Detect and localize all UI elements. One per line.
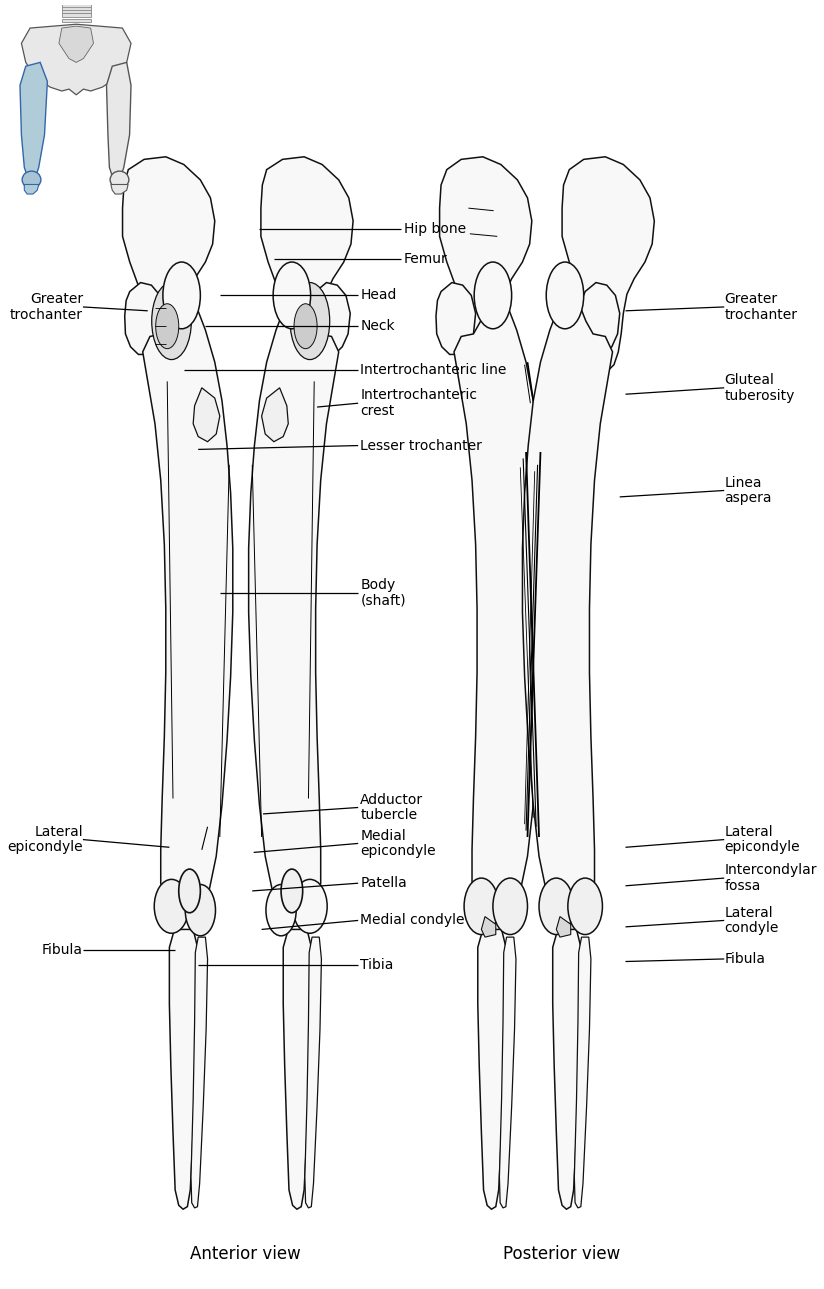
Ellipse shape xyxy=(493,878,527,935)
Polygon shape xyxy=(499,937,516,1208)
Polygon shape xyxy=(454,295,544,920)
Polygon shape xyxy=(556,916,571,937)
Polygon shape xyxy=(562,157,654,371)
Ellipse shape xyxy=(266,884,296,936)
Polygon shape xyxy=(21,24,131,95)
Polygon shape xyxy=(261,388,288,442)
Polygon shape xyxy=(478,929,507,1209)
Ellipse shape xyxy=(293,879,327,933)
Text: Fibula: Fibula xyxy=(724,953,765,965)
Polygon shape xyxy=(553,929,582,1209)
Ellipse shape xyxy=(281,869,302,913)
Text: Femur: Femur xyxy=(404,253,447,267)
Ellipse shape xyxy=(156,304,179,348)
Text: Intertrochanteric
crest: Intertrochanteric crest xyxy=(360,388,477,418)
Text: Intertrochanteric line: Intertrochanteric line xyxy=(360,362,507,376)
Ellipse shape xyxy=(179,869,200,913)
Polygon shape xyxy=(249,295,339,920)
Text: Body
(shaft): Body (shaft) xyxy=(360,579,406,608)
Text: Lateral
epicondyle: Lateral epicondyle xyxy=(7,825,83,855)
Text: Head: Head xyxy=(360,289,396,303)
Bar xyxy=(62,13,91,17)
Ellipse shape xyxy=(185,884,216,936)
Text: Greater
trochanter: Greater trochanter xyxy=(10,293,83,322)
Text: Hip bone: Hip bone xyxy=(404,222,466,236)
Polygon shape xyxy=(20,62,47,180)
Polygon shape xyxy=(283,929,312,1209)
Polygon shape xyxy=(439,157,531,371)
Ellipse shape xyxy=(154,879,189,933)
Bar xyxy=(62,9,91,13)
Bar xyxy=(62,19,91,22)
Polygon shape xyxy=(261,157,353,371)
Ellipse shape xyxy=(273,262,311,329)
Polygon shape xyxy=(436,282,475,354)
Polygon shape xyxy=(170,929,199,1209)
Text: Lateral
condyle: Lateral condyle xyxy=(724,906,779,936)
Polygon shape xyxy=(143,295,233,920)
Polygon shape xyxy=(580,282,620,354)
Text: Medial condyle: Medial condyle xyxy=(360,914,465,928)
Text: Posterior view: Posterior view xyxy=(503,1245,620,1263)
Polygon shape xyxy=(123,157,215,371)
Polygon shape xyxy=(481,916,496,937)
Ellipse shape xyxy=(22,171,41,188)
Text: Fibula: Fibula xyxy=(42,944,83,956)
Polygon shape xyxy=(191,937,208,1208)
Text: Neck: Neck xyxy=(360,320,395,333)
Polygon shape xyxy=(25,184,39,195)
Text: Lateral
epicondyle: Lateral epicondyle xyxy=(724,825,800,855)
Bar xyxy=(62,4,91,6)
Polygon shape xyxy=(574,937,591,1208)
Polygon shape xyxy=(305,937,321,1208)
Ellipse shape xyxy=(294,304,317,348)
Ellipse shape xyxy=(163,262,200,329)
Polygon shape xyxy=(59,26,93,62)
Ellipse shape xyxy=(539,878,574,935)
Ellipse shape xyxy=(290,282,330,360)
Polygon shape xyxy=(110,184,128,195)
Bar xyxy=(62,6,91,10)
Text: Anterior view: Anterior view xyxy=(190,1245,301,1263)
Polygon shape xyxy=(193,388,220,442)
Text: Medial
epicondyle: Medial epicondyle xyxy=(360,829,436,858)
Text: Intercondylar
fossa: Intercondylar fossa xyxy=(724,864,817,893)
Text: Greater
trochanter: Greater trochanter xyxy=(724,293,797,322)
Text: Patella: Patella xyxy=(360,877,407,891)
Ellipse shape xyxy=(546,262,583,329)
Polygon shape xyxy=(124,282,164,354)
Ellipse shape xyxy=(152,282,191,360)
Polygon shape xyxy=(311,282,350,354)
Text: Adductor
tubercle: Adductor tubercle xyxy=(360,793,424,822)
Text: Tibia: Tibia xyxy=(360,958,394,972)
Text: Linea
aspera: Linea aspera xyxy=(724,476,772,505)
Polygon shape xyxy=(522,295,612,920)
Ellipse shape xyxy=(464,878,499,935)
Text: Gluteal
tuberosity: Gluteal tuberosity xyxy=(724,373,794,402)
Polygon shape xyxy=(106,62,131,180)
Ellipse shape xyxy=(474,262,512,329)
Ellipse shape xyxy=(110,171,129,188)
Text: Lesser trochanter: Lesser trochanter xyxy=(360,438,482,452)
Ellipse shape xyxy=(568,878,602,935)
